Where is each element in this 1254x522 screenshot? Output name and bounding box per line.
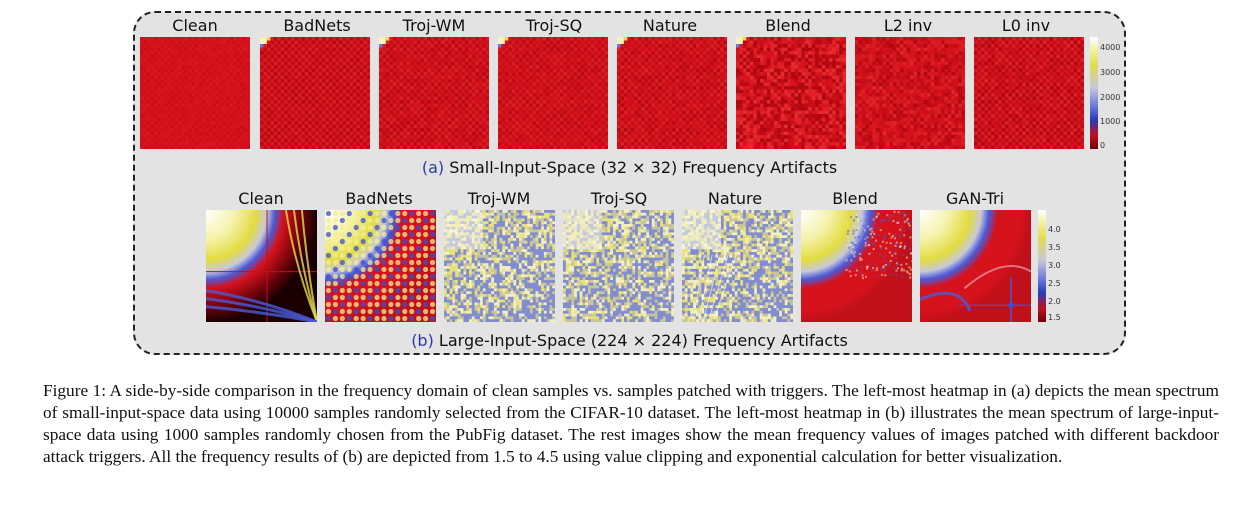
- heatmap-b-trojsq: [563, 210, 674, 322]
- colorbar-a-tick-3000: 3000: [1100, 68, 1121, 77]
- heatmap-a-nature: [617, 37, 727, 149]
- panel-b-caption: (b) Large-Input-Space (224 × 224) Freque…: [135, 331, 1124, 350]
- panel-b-title-nature: Nature: [707, 189, 763, 208]
- heatmap-a-trojwm: [379, 37, 489, 149]
- figure-caption: Figure 1: A side-by-side comparison in t…: [43, 381, 1219, 466]
- panel-b-title-gantri: GAN-Tri: [945, 189, 1005, 208]
- heatmap-a-trojsq: [498, 37, 608, 149]
- colorbar-b-tick-4-0: 4.0: [1048, 225, 1061, 234]
- panel-a-title-l2inv: L2 inv: [883, 16, 933, 35]
- colorbar-a: [1090, 37, 1098, 149]
- heatmap-a-l2inv: [855, 37, 965, 149]
- colorbar-b: [1038, 210, 1046, 322]
- panel-a-title-nature: Nature: [642, 16, 698, 35]
- figure-panel: Clean BadNets Troj-WM Troj-SQ Nature Ble…: [133, 11, 1126, 355]
- panel-a-title-trojsq: Troj-SQ: [525, 16, 583, 35]
- panel-b-title-blend: Blend: [832, 189, 878, 208]
- heatmap-b-nature: [682, 210, 793, 322]
- panel-a-title-trojwm: Troj-WM: [402, 16, 466, 35]
- panel-a-caption: (a) Small-Input-Space (32 × 32) Frequenc…: [135, 158, 1124, 177]
- panel-a-title-l0inv: L0 inv: [1001, 16, 1051, 35]
- panel-a-title-badnets: BadNets: [283, 16, 351, 35]
- colorbar-b-tick-1-5: 1.5: [1048, 313, 1061, 322]
- colorbar-a-tick-2000: 2000: [1100, 93, 1121, 102]
- panel-a-caption-tag: (a): [421, 158, 445, 177]
- colorbar-b-tick-3-5: 3.5: [1048, 243, 1061, 252]
- heatmap-a-badnets: [260, 37, 370, 149]
- heatmap-b-blend: [801, 210, 912, 322]
- panel-a-title-blend: Blend: [765, 16, 811, 35]
- heatmap-b-badnets: [325, 210, 436, 322]
- colorbar-a-tick-4000: 4000: [1100, 43, 1121, 52]
- heatmap-b-gantri: [920, 210, 1031, 322]
- panel-a-title-clean: Clean: [172, 16, 218, 35]
- panel-b-caption-tag: (b): [411, 331, 434, 350]
- colorbar-a-tick-1000: 1000: [1100, 117, 1121, 126]
- panel-b-title-trojwm: Troj-WM: [467, 189, 531, 208]
- panel-b-title-trojsq: Troj-SQ: [590, 189, 648, 208]
- heatmap-a-blend: [736, 37, 846, 149]
- panel-a-caption-text: Small-Input-Space (32 × 32) Frequency Ar…: [449, 158, 838, 177]
- colorbar-b-tick-2-0: 2.0: [1048, 297, 1061, 306]
- heatmap-a-l0inv: [974, 37, 1084, 149]
- colorbar-b-tick-3-0: 3.0: [1048, 261, 1061, 270]
- colorbar-b-tick-2-5: 2.5: [1048, 279, 1061, 288]
- colorbar-a-tick-0: 0: [1100, 141, 1106, 150]
- panel-b-caption-text: Large-Input-Space (224 × 224) Frequency …: [438, 331, 848, 350]
- panel-b-title-badnets: BadNets: [345, 189, 413, 208]
- heatmap-b-clean: [206, 210, 317, 322]
- panel-b-title-clean: Clean: [238, 189, 284, 208]
- heatmap-a-clean: [140, 37, 250, 149]
- heatmap-b-trojwm: [444, 210, 555, 322]
